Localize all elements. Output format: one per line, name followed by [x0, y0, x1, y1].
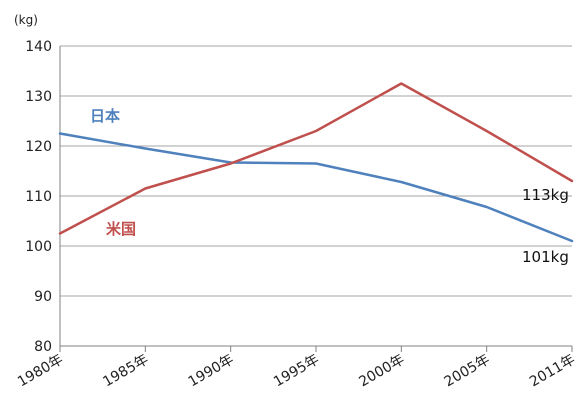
y-tick-120: 120	[25, 139, 52, 155]
y-axis-unit-label: (kg)	[14, 13, 38, 27]
y-tick-140: 140	[25, 39, 52, 55]
gridlines	[60, 45, 572, 297]
x-tick-6: 2011年	[527, 352, 578, 391]
series-line-1	[58, 82, 574, 235]
x-tick-4: 2000年	[356, 352, 407, 391]
series-lines	[58, 82, 574, 243]
series-label-usa: 米国	[106, 220, 136, 238]
y-tick-130: 130	[25, 89, 52, 105]
end-label-japan: 101kg	[522, 248, 569, 266]
y-tick-labels: 80 90 100 110 120 130 140	[25, 39, 52, 355]
x-tick-3: 1995年	[271, 352, 322, 391]
axes	[59, 46, 573, 352]
end-label-usa: 113kg	[522, 186, 569, 204]
y-tick-110: 110	[25, 189, 52, 205]
y-tick-80: 80	[34, 339, 52, 355]
x-tick-labels: 1980年 1985年 1990年 1995年 2000年 2005年 2011年	[15, 352, 578, 391]
y-tick-90: 90	[34, 289, 52, 305]
x-tick-2: 1990年	[186, 352, 237, 391]
x-tick-0: 1980年	[15, 352, 66, 391]
x-tick-5: 2005年	[442, 352, 493, 391]
series-line-0	[58, 132, 574, 243]
series-label-japan: 日本	[90, 107, 120, 125]
x-tick-1: 1985年	[100, 352, 151, 391]
y-tick-100: 100	[25, 239, 52, 255]
